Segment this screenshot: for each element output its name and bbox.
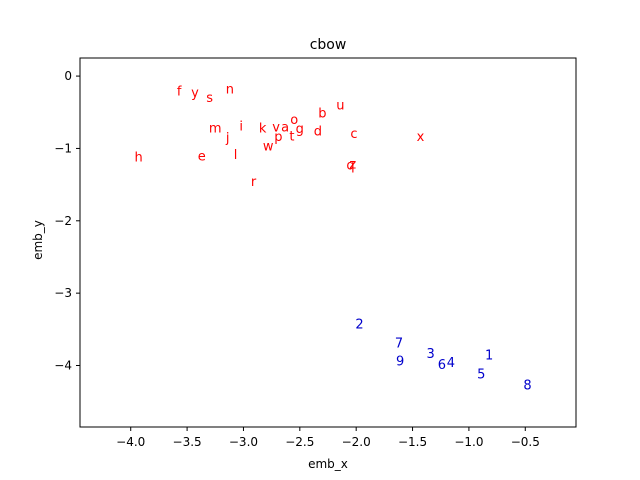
point-label: n: [226, 82, 234, 97]
point-label: l: [234, 148, 238, 163]
x-tick-label: −0.5: [511, 435, 540, 449]
point-label: z: [349, 158, 356, 173]
y-tick-label: −1: [54, 141, 72, 155]
point-label: 5: [477, 367, 485, 382]
point-label: e: [198, 150, 206, 165]
point-label: w: [263, 140, 274, 155]
y-axis-label: emb_y: [31, 220, 45, 260]
point-label: 9: [396, 354, 404, 369]
point-label: 6: [438, 358, 446, 373]
point-label: o: [290, 113, 298, 128]
point-label: t: [289, 129, 294, 144]
point-label: 8: [523, 378, 531, 393]
y-tick-label: 0: [64, 69, 72, 83]
x-tick-label: −4.0: [116, 435, 145, 449]
x-tick-label: −1.0: [454, 435, 483, 449]
point-label: v: [272, 121, 280, 136]
x-tick-label: −1.5: [398, 435, 427, 449]
point-label: f: [177, 85, 182, 100]
point-label: x: [417, 130, 425, 145]
x-tick-label: −2.0: [342, 435, 371, 449]
x-tick-label: −2.5: [285, 435, 314, 449]
point-label: g: [296, 122, 304, 137]
point-label: 2: [355, 318, 363, 333]
point-label: p: [274, 130, 282, 145]
point-label: s: [206, 91, 213, 106]
point-label: u: [336, 98, 344, 113]
point-label: k: [259, 121, 267, 136]
point-label: 3: [426, 347, 434, 362]
point-label: y: [191, 86, 199, 101]
plot-area: −4.0 −3.5 −3.0 −2.5 −2.0 −1.5 −1.0 −0.5 0 −1 −2 −3 −…: [54, 57, 577, 449]
x-axis-label: emb_x: [308, 457, 348, 471]
point-label: j: [225, 131, 230, 146]
point-label: b: [318, 106, 326, 121]
y-tick-label: −2: [54, 214, 72, 228]
point-label: q: [346, 158, 354, 173]
point-label: a: [281, 121, 289, 136]
x-tick-label: −3.5: [173, 435, 202, 449]
x-tick-label: −3.0: [229, 435, 258, 449]
point-label: 1: [485, 349, 493, 364]
point-label: m: [209, 121, 222, 136]
point-label: 4: [447, 356, 455, 371]
axes-frame: [79, 57, 577, 428]
y-tick-label: −3: [54, 286, 72, 300]
point-label: h: [134, 150, 142, 165]
point-label: r: [251, 175, 257, 190]
point-label: 7: [395, 336, 403, 351]
chart-title: cbow: [310, 37, 347, 53]
y-tick-label: −4: [54, 359, 72, 373]
point-label: i: [239, 119, 243, 134]
point-label: d: [314, 124, 322, 139]
point-label: c: [350, 127, 357, 142]
